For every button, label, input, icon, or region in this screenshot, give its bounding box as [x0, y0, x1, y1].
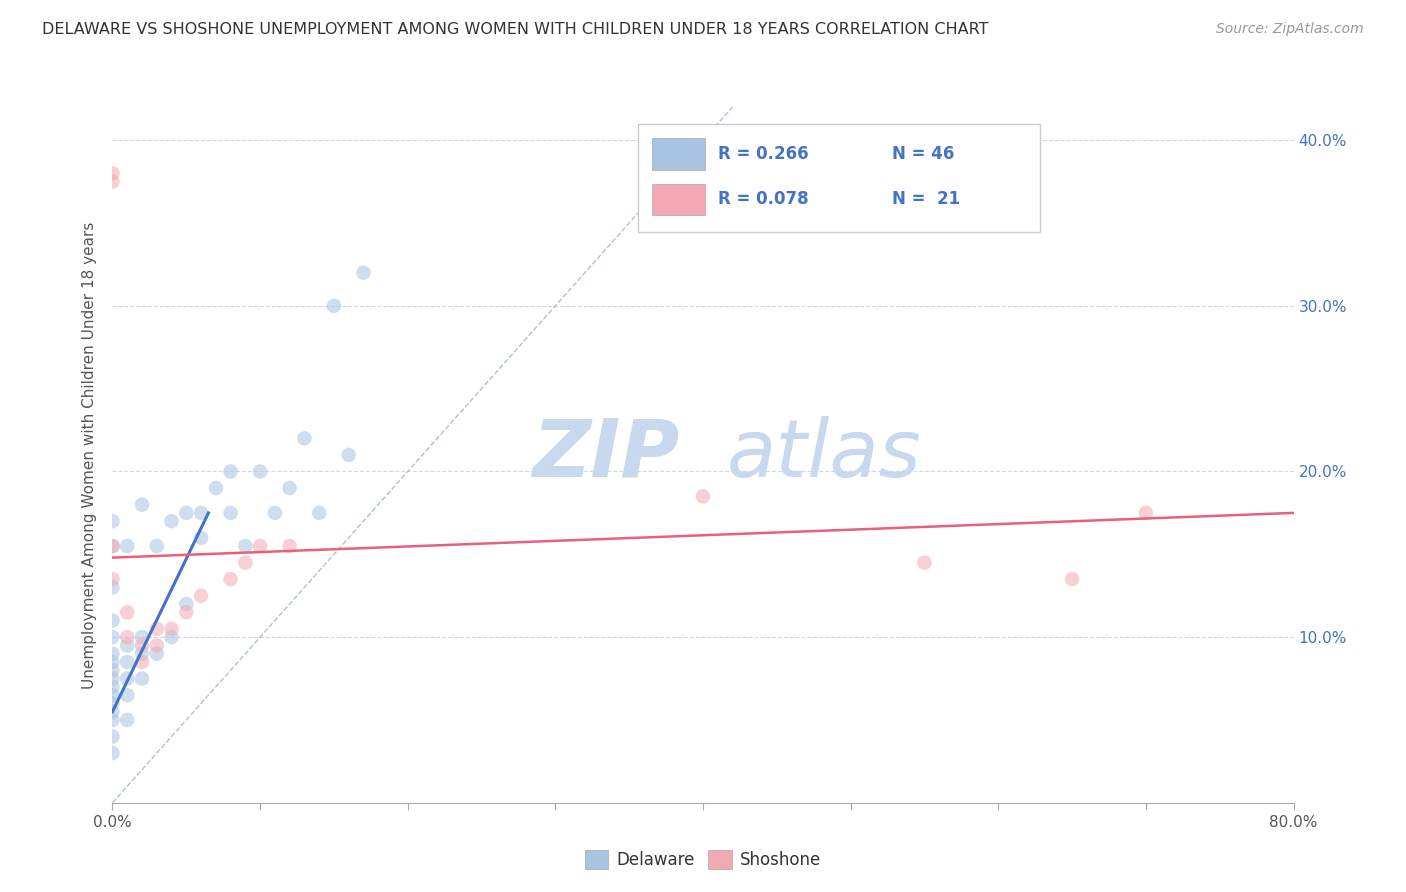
Point	[101, 630, 124, 644]
Point	[146, 539, 169, 553]
Point	[117, 688, 138, 702]
Text: DELAWARE VS SHOSHONE UNEMPLOYMENT AMONG WOMEN WITH CHILDREN UNDER 18 YEARS CORRE: DELAWARE VS SHOSHONE UNEMPLOYMENT AMONG …	[42, 22, 988, 37]
FancyBboxPatch shape	[652, 138, 706, 169]
Point	[101, 539, 124, 553]
Point	[101, 730, 124, 744]
Y-axis label: Unemployment Among Women with Children Under 18 years: Unemployment Among Women with Children U…	[82, 221, 97, 689]
Point	[101, 572, 124, 586]
Point	[278, 481, 301, 495]
Point	[146, 639, 169, 653]
Point	[131, 630, 153, 644]
Point	[101, 166, 124, 180]
Point	[146, 622, 169, 636]
Point	[160, 622, 183, 636]
Point	[219, 465, 242, 479]
Point	[249, 539, 271, 553]
Point	[160, 630, 183, 644]
Point	[117, 630, 138, 644]
Point	[101, 697, 124, 711]
Point	[233, 539, 256, 553]
Text: R = 0.266: R = 0.266	[718, 145, 808, 162]
Legend: Delaware, Shoshone: Delaware, Shoshone	[579, 846, 827, 874]
Point	[146, 647, 169, 661]
Point	[101, 688, 124, 702]
Point	[131, 647, 153, 661]
Point	[174, 597, 197, 611]
Point	[117, 605, 138, 619]
Point	[131, 498, 153, 512]
Point	[278, 539, 301, 553]
Point	[174, 506, 197, 520]
FancyBboxPatch shape	[638, 124, 1039, 232]
Point	[914, 556, 936, 570]
Point	[101, 514, 124, 528]
Point	[101, 672, 124, 686]
Point	[1062, 572, 1084, 586]
Point	[101, 614, 124, 628]
Point	[131, 672, 153, 686]
Text: ZIP: ZIP	[531, 416, 679, 494]
Point	[117, 539, 138, 553]
Point	[292, 431, 315, 445]
Point	[205, 481, 228, 495]
Point	[101, 680, 124, 694]
Point	[101, 539, 124, 553]
Point	[190, 506, 212, 520]
Point	[249, 465, 271, 479]
Point	[117, 655, 138, 669]
Text: N =  21: N = 21	[891, 190, 960, 208]
Point	[117, 672, 138, 686]
Point	[233, 556, 256, 570]
Point	[308, 506, 330, 520]
Point	[101, 705, 124, 719]
Point	[101, 581, 124, 595]
Point	[190, 589, 212, 603]
Point	[131, 639, 153, 653]
Point	[101, 713, 124, 727]
Point	[101, 746, 124, 760]
Point	[352, 266, 374, 280]
Point	[101, 655, 124, 669]
Point	[117, 713, 138, 727]
Point	[117, 639, 138, 653]
Point	[160, 514, 183, 528]
Point	[1135, 506, 1157, 520]
Point	[337, 448, 360, 462]
Text: N = 46: N = 46	[891, 145, 955, 162]
Point	[101, 663, 124, 677]
Point	[101, 175, 124, 189]
Point	[131, 655, 153, 669]
Point	[219, 506, 242, 520]
Point	[219, 572, 242, 586]
Text: R = 0.078: R = 0.078	[718, 190, 808, 208]
Text: atlas: atlas	[727, 416, 921, 494]
Point	[101, 647, 124, 661]
Point	[323, 299, 346, 313]
Point	[692, 489, 714, 503]
Point	[174, 605, 197, 619]
FancyBboxPatch shape	[652, 184, 706, 215]
Point	[190, 531, 212, 545]
Text: Source: ZipAtlas.com: Source: ZipAtlas.com	[1216, 22, 1364, 37]
Point	[264, 506, 287, 520]
